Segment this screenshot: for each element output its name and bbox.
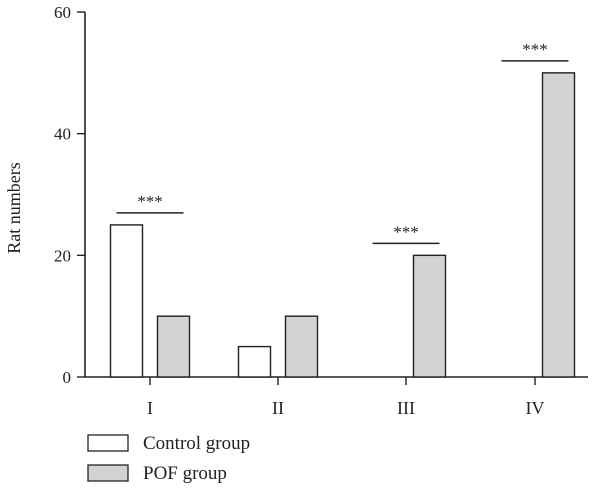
bar-pof <box>412 254 447 378</box>
y-tick-label: 20 <box>54 246 71 265</box>
significance-label: *** <box>393 222 419 241</box>
x-tick-label: I <box>147 398 153 418</box>
x-tick-label: IV <box>526 398 545 418</box>
bars <box>109 72 576 378</box>
bar-control <box>237 345 272 378</box>
bar-pof <box>541 72 576 378</box>
legend: Control group POF group <box>87 433 250 484</box>
bar-control <box>109 224 144 378</box>
legend-swatch-control <box>87 434 129 452</box>
bar-pof <box>284 315 319 378</box>
y-axis-label: Rat numbers <box>4 162 24 254</box>
x-tick-label: III <box>397 398 415 418</box>
y-tick-label: 60 <box>54 3 71 22</box>
bar-pof <box>156 315 191 378</box>
y-tick-label: 0 <box>63 368 72 387</box>
x-tick-label: II <box>272 398 284 418</box>
significance-markers: *** *** *** <box>116 40 569 245</box>
significance-label: *** <box>522 40 548 59</box>
significance-label: *** <box>137 192 163 211</box>
legend-swatch-pof <box>87 464 129 482</box>
legend-label-control: Control group <box>143 433 250 454</box>
legend-label-pof: POF group <box>143 463 227 484</box>
y-tick-label: 40 <box>54 125 71 144</box>
